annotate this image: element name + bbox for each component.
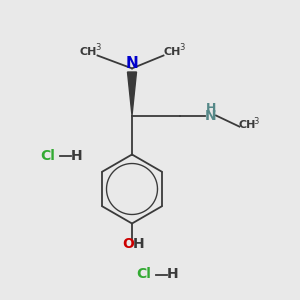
Text: N: N (126, 56, 138, 70)
Text: H: H (133, 237, 144, 251)
Text: Cl: Cl (40, 149, 56, 163)
Text: 3: 3 (179, 44, 184, 52)
Text: O: O (122, 237, 134, 251)
Text: Cl: Cl (136, 268, 152, 281)
Text: H: H (71, 149, 82, 163)
Text: 3: 3 (95, 44, 100, 52)
Text: CH: CH (164, 46, 181, 57)
Text: N: N (205, 110, 216, 123)
Polygon shape (128, 72, 136, 116)
Text: H: H (206, 101, 216, 115)
Text: CH: CH (238, 120, 256, 130)
Text: H: H (167, 268, 178, 281)
Text: CH: CH (80, 46, 97, 57)
Text: 3: 3 (253, 117, 259, 126)
